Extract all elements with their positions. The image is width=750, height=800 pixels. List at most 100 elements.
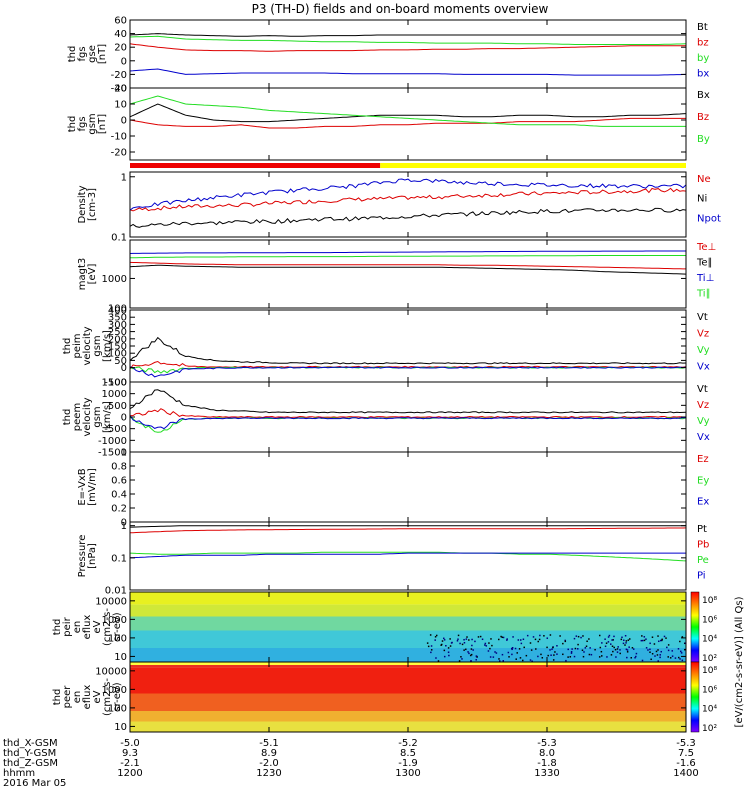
y-tick-label: -1000 <box>98 436 127 447</box>
spectrogram-noise <box>477 636 480 638</box>
spectrogram-noise <box>435 634 438 637</box>
spectrogram-noise <box>514 647 517 650</box>
legend-Bt: Bt <box>697 22 708 33</box>
spectrogram-noise <box>531 660 533 663</box>
spectrogram-noise <box>667 649 670 652</box>
spectrogram-noise <box>502 660 504 662</box>
spectrogram-noise <box>643 639 646 642</box>
legend-Vx: Vx <box>697 362 710 373</box>
y-axis-label-line: [nT] <box>97 114 108 134</box>
spectrogram-noise <box>507 651 510 654</box>
series-density-line <box>129 187 687 212</box>
spectrogram-noise <box>449 638 451 640</box>
series-fgs_gse-line <box>129 35 687 45</box>
colorbar-tick-label: 10⁴ <box>702 635 717 645</box>
y-tick-label: 0 <box>121 413 127 424</box>
spectrogram-noise <box>577 643 579 646</box>
orbit-value: -5.0 <box>120 738 140 749</box>
spectrogram-noise <box>582 635 584 637</box>
spectrogram-noise <box>565 659 567 662</box>
y-axis-label: E=-VxB [mV/m] <box>77 468 98 506</box>
spectrogram-noise <box>586 640 588 643</box>
legend-Pt: Pt <box>697 524 707 535</box>
y-tick-label: -20 <box>111 148 127 159</box>
y-tick-label: 150 <box>108 342 127 353</box>
spectrogram-noise <box>665 637 667 639</box>
legend-bx: bx <box>697 69 709 80</box>
spectrogram-noise <box>537 640 539 643</box>
panel-pressure: 0.01 0.1 1 Pressure [nPa] Pt Pb Pe Pi <box>77 521 709 596</box>
spectrogram-noise <box>667 644 670 646</box>
spectrogram-noise <box>616 651 619 653</box>
y-axis-label-line: thd <box>67 116 78 133</box>
y-tick-label: 100 <box>108 633 127 644</box>
spectrogram-noise <box>540 653 542 656</box>
orbit-value: -5.1 <box>259 738 279 749</box>
spectrogram-noise <box>475 655 478 657</box>
y-axis-label: thd peer en eflux eV (cm2-s-sr-eV) <box>52 678 123 716</box>
y-tick-label: 1 <box>121 521 127 532</box>
spectrogram-noise <box>598 656 601 658</box>
spectrogram-noise <box>613 646 615 649</box>
y-axis-label-line: [km/s] <box>102 401 113 433</box>
spectrogram-noise <box>466 636 468 638</box>
y-tick-label: 0.2 <box>111 504 127 515</box>
spectrogram-noise <box>457 638 459 640</box>
y-tick-label: 350 <box>108 313 127 324</box>
spectrogram-noise <box>575 635 578 637</box>
spectrogram-noise <box>529 659 532 661</box>
series-peim_velocity-line <box>129 336 687 365</box>
spectrogram-noise <box>612 639 614 641</box>
series-temperature-line <box>129 255 686 259</box>
spectrogram-noise <box>619 652 621 655</box>
spectrogram-noise <box>650 658 652 661</box>
orbit-value: 7.5 <box>678 748 694 759</box>
orbit-value: -1.6 <box>676 758 696 769</box>
spectrogram-noise <box>541 657 544 659</box>
spectrogram-noise <box>521 659 524 662</box>
y-tick-label: 1000 <box>102 685 127 696</box>
y-tick-label: 20 <box>114 43 127 54</box>
spectrogram-noise <box>684 648 686 651</box>
orbit-value: 1230 <box>256 768 281 779</box>
panel-frame <box>129 19 687 89</box>
spectrogram-noise <box>448 654 450 657</box>
spectrogram-noise <box>430 651 432 654</box>
spectrogram-noise <box>632 648 635 650</box>
spectrogram-noise <box>487 650 490 652</box>
series-fgs_gsm-line <box>129 103 687 123</box>
y-tick-label: 10000 <box>95 666 127 677</box>
y-tick-label: 1000 <box>102 274 127 285</box>
spectrogram-noise <box>571 648 573 650</box>
legend-by: by <box>697 53 709 64</box>
y-tick-label: 500 <box>108 401 127 412</box>
spectrogram-noise <box>562 653 564 656</box>
y-axis-label-line: [mV/m] <box>87 468 98 506</box>
legend-Vt: Vt <box>697 312 708 323</box>
spectrogram-noise <box>552 646 554 649</box>
spectrogram-noise <box>610 643 612 645</box>
spectrogram-noise <box>429 634 432 636</box>
spectrogram-noise <box>492 656 495 658</box>
spectrogram-noise <box>450 642 453 644</box>
spectrogram-noise <box>426 642 429 644</box>
spectrogram-noise <box>526 634 529 637</box>
spectrogram-noise <box>481 638 484 641</box>
spectrogram-noise <box>465 638 468 640</box>
spectrogram-noise <box>677 656 680 659</box>
spectrogram-noise <box>641 639 644 642</box>
spectrogram-noise <box>470 660 472 663</box>
y-axis-label-line: eflux <box>82 685 93 710</box>
spectrogram-noise <box>610 654 613 656</box>
y-axis-label-line: Density <box>77 185 88 223</box>
y-tick-label: -40 <box>111 84 127 95</box>
y-axis-label-line: [nPa] <box>87 543 98 569</box>
spectrogram-noise <box>490 638 492 640</box>
spectrogram-noise <box>635 655 637 658</box>
legend-Vy: Vy <box>697 345 710 356</box>
spectrogram-noise <box>581 649 584 652</box>
y-axis-label-line: eflux <box>82 615 93 640</box>
legend-Bx: Bx <box>697 90 710 101</box>
